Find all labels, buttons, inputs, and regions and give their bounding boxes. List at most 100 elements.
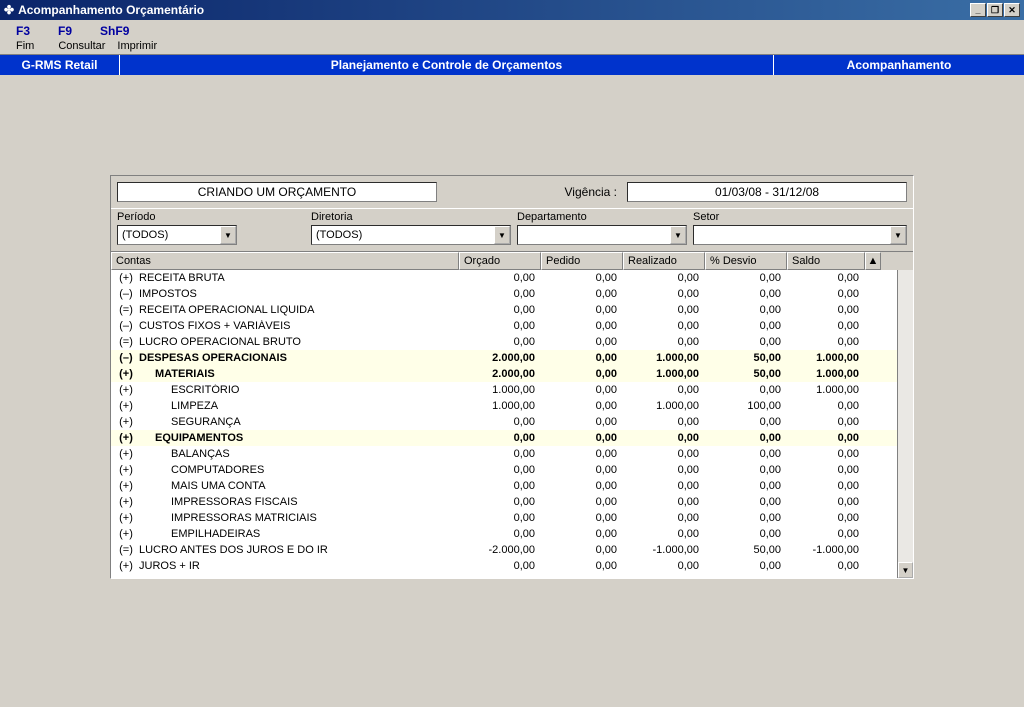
row-value: 0,00 xyxy=(787,512,865,524)
main-panel: CRIANDO UM ORÇAMENTO Vigência : 01/03/08… xyxy=(110,175,914,579)
table-row[interactable]: (+)IMPRESSORAS MATRICIAIS0,000,000,000,0… xyxy=(111,510,897,526)
vigencia-label: Vigência : xyxy=(565,185,617,199)
row-value: 0,00 xyxy=(787,416,865,428)
row-value: 50,00 xyxy=(705,352,787,364)
row-value: 0,00 xyxy=(787,288,865,300)
table-row[interactable]: (+)RECEITA BRUTA0,000,000,000,000,00 xyxy=(111,270,897,286)
row-value: 0,00 xyxy=(705,560,787,572)
row-value: 0,00 xyxy=(541,384,623,396)
row-value: 0,00 xyxy=(623,416,705,428)
row-value: 0,00 xyxy=(623,448,705,460)
row-sign: (+) xyxy=(111,272,137,284)
row-value: 0,00 xyxy=(787,304,865,316)
table-row[interactable]: (+)SEGURANÇA0,000,000,000,000,00 xyxy=(111,414,897,430)
chevron-down-icon[interactable]: ▼ xyxy=(494,226,510,244)
row-value: 0,00 xyxy=(459,288,541,300)
header-center: Planejamento e Controle de Orçamentos xyxy=(120,55,774,75)
row-sign: (+) xyxy=(111,368,137,380)
col-desvio[interactable]: % Desvio xyxy=(705,252,787,270)
row-conta: CUSTOS FIXOS + VARIÁVEIS xyxy=(137,320,459,332)
chevron-down-icon[interactable]: ▼ xyxy=(670,226,686,244)
row-value: 50,00 xyxy=(705,544,787,556)
table-row[interactable]: (=)RECEITA OPERACIONAL LIQUIDA0,000,000,… xyxy=(111,302,897,318)
row-value: 0,00 xyxy=(623,272,705,284)
row-sign: (=) xyxy=(111,304,137,316)
periodo-combo[interactable]: (TODOS) ▼ xyxy=(117,225,237,245)
row-sign: (–) xyxy=(111,288,137,300)
scroll-down-button[interactable]: ▼ xyxy=(898,562,913,578)
table-row[interactable]: (+)MATERIAIS2.000,000,001.000,0050,001.0… xyxy=(111,366,897,382)
scroll-up-button[interactable]: ▲ xyxy=(865,252,881,270)
row-value: -1.000,00 xyxy=(623,544,705,556)
row-value: 0,00 xyxy=(705,512,787,524)
row-conta: COMPUTADORES xyxy=(137,464,459,476)
row-value: 0,00 xyxy=(459,496,541,508)
diretoria-combo[interactable]: (TODOS) ▼ xyxy=(311,225,511,245)
row-value: 0,00 xyxy=(541,416,623,428)
row-sign: (–) xyxy=(111,320,137,332)
grid-rows: (+)RECEITA BRUTA0,000,000,000,000,00(–)I… xyxy=(111,270,897,578)
chevron-down-icon[interactable]: ▼ xyxy=(890,226,906,244)
col-orcado[interactable]: Orçado xyxy=(459,252,541,270)
row-sign: (+) xyxy=(111,416,137,428)
toolbar: F3 F9 ShF9 Fim Consultar Imprimir xyxy=(0,20,1024,55)
row-conta: SEGURANÇA xyxy=(137,416,459,428)
row-sign: (+) xyxy=(111,480,137,492)
table-row[interactable]: (+)BALANÇAS0,000,000,000,000,00 xyxy=(111,446,897,462)
table-row[interactable]: (+)ESCRITÓRIO1.000,000,000,000,001.000,0… xyxy=(111,382,897,398)
row-value: 0,00 xyxy=(705,416,787,428)
col-realizado[interactable]: Realizado xyxy=(623,252,705,270)
row-value: 0,00 xyxy=(459,512,541,524)
titlebar: ✤ Acompanhamento Orçamentário _ ❐ ✕ xyxy=(0,0,1024,20)
vertical-scrollbar[interactable]: ▼ xyxy=(897,270,913,578)
row-conta: RECEITA BRUTA xyxy=(137,272,459,284)
row-sign: (+) xyxy=(111,464,137,476)
minimize-button[interactable]: _ xyxy=(970,3,986,17)
row-conta: EQUIPAMENTOS xyxy=(137,432,459,444)
table-row[interactable]: (+)LIMPEZA1.000,000,001.000,00100,000,00 xyxy=(111,398,897,414)
row-sign: (+) xyxy=(111,432,137,444)
table-row[interactable]: (=)LUCRO ANTES DOS JUROS E DO IR-2.000,0… xyxy=(111,542,897,558)
table-row[interactable]: (–)CUSTOS FIXOS + VARIÁVEIS0,000,000,000… xyxy=(111,318,897,334)
setor-label: Setor xyxy=(693,211,907,223)
row-value: -2.000,00 xyxy=(459,544,541,556)
setor-combo[interactable]: ▼ xyxy=(693,225,907,245)
row-value: 0,00 xyxy=(787,336,865,348)
row-value: 0,00 xyxy=(459,560,541,572)
table-row[interactable]: (–)DESPESAS OPERACIONAIS2.000,000,001.00… xyxy=(111,350,897,366)
chevron-down-icon[interactable]: ▼ xyxy=(220,226,236,244)
table-row[interactable]: (+)JUROS + IR0,000,000,000,000,00 xyxy=(111,558,897,574)
table-row[interactable]: (–)IMPOSTOS0,000,000,000,000,00 xyxy=(111,286,897,302)
row-value: 0,00 xyxy=(623,304,705,316)
table-row[interactable]: (+)EMPILHADEIRAS0,000,000,000,000,00 xyxy=(111,526,897,542)
row-value: 2.000,00 xyxy=(459,368,541,380)
row-conta: MAIS UMA CONTA xyxy=(137,480,459,492)
row-value: 0,00 xyxy=(459,304,541,316)
col-contas[interactable]: Contas xyxy=(111,252,459,270)
row-value: 0,00 xyxy=(705,432,787,444)
col-pedido[interactable]: Pedido xyxy=(541,252,623,270)
shortcut-f3[interactable]: F3 xyxy=(16,24,30,38)
shortcut-f9[interactable]: F9 xyxy=(58,24,72,38)
departamento-combo[interactable]: ▼ xyxy=(517,225,687,245)
table-row[interactable]: (+)EQUIPAMENTOS0,000,000,000,000,00 xyxy=(111,430,897,446)
shortcut-shf9[interactable]: ShF9 xyxy=(100,24,129,38)
close-button[interactable]: ✕ xyxy=(1004,3,1020,17)
table-row[interactable]: (+)MAIS UMA CONTA0,000,000,000,000,00 xyxy=(111,478,897,494)
row-conta: BALANÇAS xyxy=(137,448,459,460)
row-value: 0,00 xyxy=(541,320,623,332)
table-row[interactable]: (+)COMPUTADORES0,000,000,000,000,00 xyxy=(111,462,897,478)
row-value: 0,00 xyxy=(541,400,623,412)
table-row[interactable]: (+)IMPRESSORAS FISCAIS0,000,000,000,000,… xyxy=(111,494,897,510)
row-value: 0,00 xyxy=(541,480,623,492)
row-value: 0,00 xyxy=(705,320,787,332)
row-value: 0,00 xyxy=(623,512,705,524)
maximize-button[interactable]: ❐ xyxy=(987,3,1003,17)
row-sign: (=) xyxy=(111,544,137,556)
grid: Contas Orçado Pedido Realizado % Desvio … xyxy=(111,251,913,578)
col-saldo[interactable]: Saldo xyxy=(787,252,865,270)
row-value: -1.000,00 xyxy=(787,544,865,556)
row-conta: JUROS + IR xyxy=(137,560,459,572)
table-row[interactable]: (=)LUCRO OPERACIONAL BRUTO0,000,000,000,… xyxy=(111,334,897,350)
row-value: 0,00 xyxy=(541,368,623,380)
